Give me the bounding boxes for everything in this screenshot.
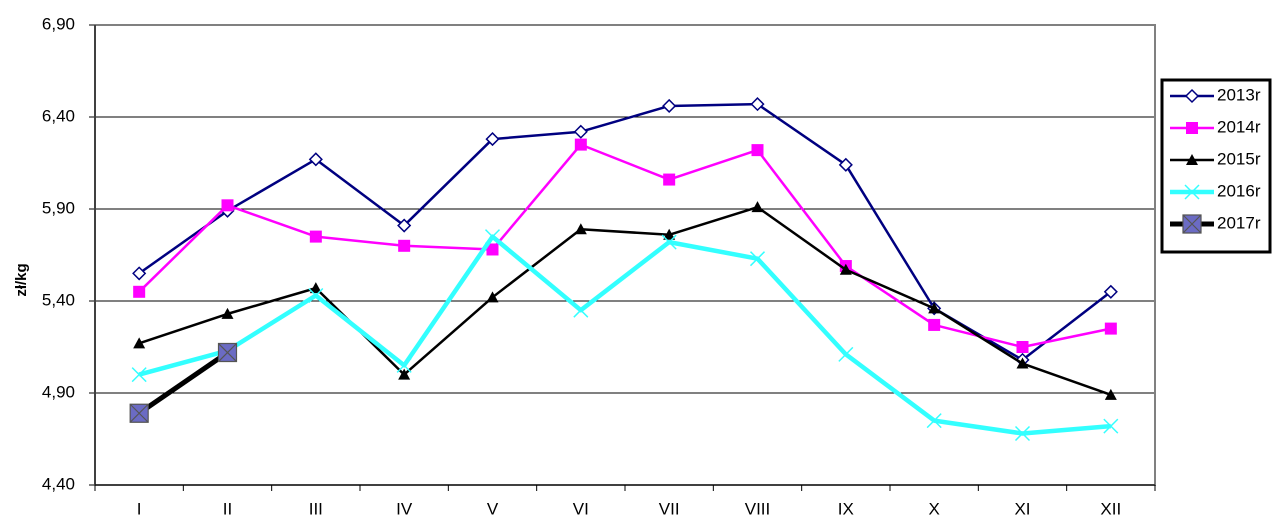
data-point — [484, 229, 501, 245]
x-tick-label: III — [309, 499, 323, 518]
data-point — [662, 98, 677, 114]
legend-marker — [1186, 154, 1198, 165]
data-point — [926, 413, 942, 429]
y-tick-label: 5,40 — [42, 290, 75, 309]
data-point — [129, 403, 149, 423]
data-point — [574, 223, 587, 235]
data-point — [838, 346, 854, 362]
data-point — [486, 291, 499, 303]
data-point — [221, 307, 234, 319]
data-point — [751, 144, 764, 157]
y-tick-label: 4,90 — [42, 382, 75, 401]
legend-label: 2013r — [1217, 85, 1261, 104]
series-line — [138, 205, 1112, 397]
legend-label: 2017r — [1217, 213, 1261, 232]
data-point — [749, 251, 766, 267]
data-point — [661, 234, 677, 250]
x-tick-label: VIII — [745, 499, 771, 518]
x-tick-label: XI — [1014, 499, 1030, 518]
legend-label: 2014r — [1217, 117, 1261, 136]
data-point — [573, 124, 588, 139]
data-point — [663, 228, 676, 240]
legend-marker — [1184, 88, 1200, 104]
data-point — [663, 173, 676, 186]
data-point — [574, 138, 587, 151]
data-point — [838, 157, 853, 172]
data-point — [308, 287, 324, 304]
x-tick-label: V — [487, 499, 499, 518]
x-tick-label: XII — [1100, 499, 1121, 518]
data-point — [309, 282, 322, 294]
data-point — [1016, 341, 1029, 353]
series-line — [138, 234, 1112, 436]
data-point — [1103, 284, 1118, 299]
data-point — [839, 263, 852, 275]
data-point — [397, 218, 412, 233]
data-point — [486, 243, 499, 256]
series-line — [138, 143, 1112, 349]
legend-marker — [1184, 184, 1200, 200]
y-tick-label: 6,40 — [42, 106, 75, 125]
legend-label: 2016r — [1217, 181, 1261, 200]
data-point — [308, 152, 323, 167]
data-point — [751, 201, 764, 213]
y-tick-label: 5,90 — [42, 198, 75, 217]
y-tick-label: 6,90 — [42, 14, 75, 33]
series-line — [137, 350, 229, 416]
data-point — [133, 285, 146, 298]
data-point — [398, 368, 411, 380]
data-point — [928, 318, 941, 331]
data-point — [131, 367, 147, 383]
plot-frame — [94, 24, 1156, 486]
data-point — [221, 199, 234, 212]
data-point — [1014, 425, 1031, 442]
data-point — [750, 97, 765, 112]
data-point — [309, 230, 322, 243]
data-point — [928, 302, 941, 314]
x-tick-label: II — [223, 499, 232, 518]
x-tick-label: X — [928, 499, 939, 518]
x-tick-label: IV — [396, 499, 413, 518]
x-tick-label: VII — [659, 499, 680, 518]
data-point — [217, 342, 238, 363]
data-point — [1016, 357, 1029, 369]
data-point — [132, 266, 147, 281]
legend-label: 2015r — [1217, 149, 1261, 168]
x-tick-label: IX — [838, 499, 854, 518]
data-point — [133, 337, 146, 349]
y-axis-label: zł/kg — [13, 263, 30, 296]
y-tick-label: 4,40 — [42, 474, 75, 493]
data-point — [396, 357, 412, 373]
data-point — [1104, 322, 1117, 335]
x-tick-label: VI — [573, 499, 589, 518]
data-point — [485, 132, 500, 147]
x-tick-label: I — [137, 499, 142, 518]
legend-marker — [1182, 214, 1202, 234]
data-point — [1104, 388, 1117, 400]
data-point — [398, 239, 411, 252]
data-point — [1103, 418, 1119, 434]
data-point — [573, 302, 589, 318]
legend-marker — [1186, 122, 1198, 134]
